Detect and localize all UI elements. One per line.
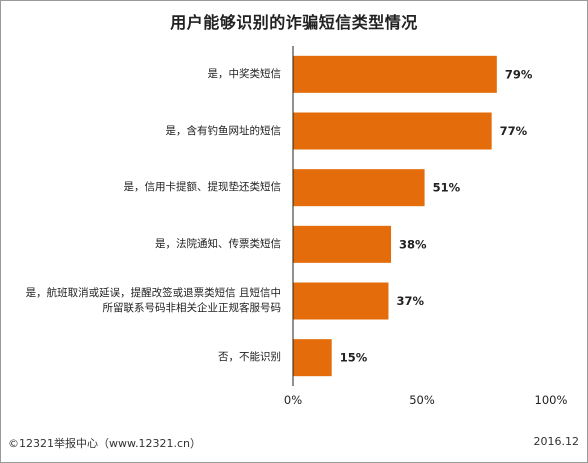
bar [293, 282, 389, 320]
category-label: 是，中奖类短信 [207, 67, 282, 80]
chart-title: 用户能够识别的诈骗短信类型情况 [170, 13, 418, 32]
bar [293, 169, 425, 207]
bar [293, 339, 332, 377]
x-tick-label: 0% [284, 393, 302, 407]
data-label: 77% [500, 124, 528, 138]
bar [293, 55, 497, 93]
data-label: 38% [399, 237, 427, 251]
data-label: 51% [433, 181, 461, 195]
category-label: 是，含有钓鱼网址的短信 [165, 124, 282, 137]
category-label: 否，不能识别 [218, 351, 281, 364]
footer-date: 2016.12 [533, 435, 580, 448]
category-label: 是，航班取消或延误，提醒改签或退票类短信 且短信中所留联系号码非相关企业正规客服… [25, 287, 281, 314]
bar [293, 112, 492, 150]
category-label: 是，法院通知、传票类短信 [155, 237, 281, 250]
x-tick-label: 50% [409, 393, 435, 407]
data-label: 79% [505, 67, 533, 81]
data-label: 15% [340, 351, 368, 365]
bar [293, 225, 392, 263]
x-tick-label: 100% [535, 393, 568, 407]
data-label: 37% [396, 294, 424, 308]
category-label: 是，信用卡提额、提现垫还类短信 [123, 181, 282, 194]
footer-source: ©12321举报中心（www.12321.cn） [8, 437, 201, 450]
